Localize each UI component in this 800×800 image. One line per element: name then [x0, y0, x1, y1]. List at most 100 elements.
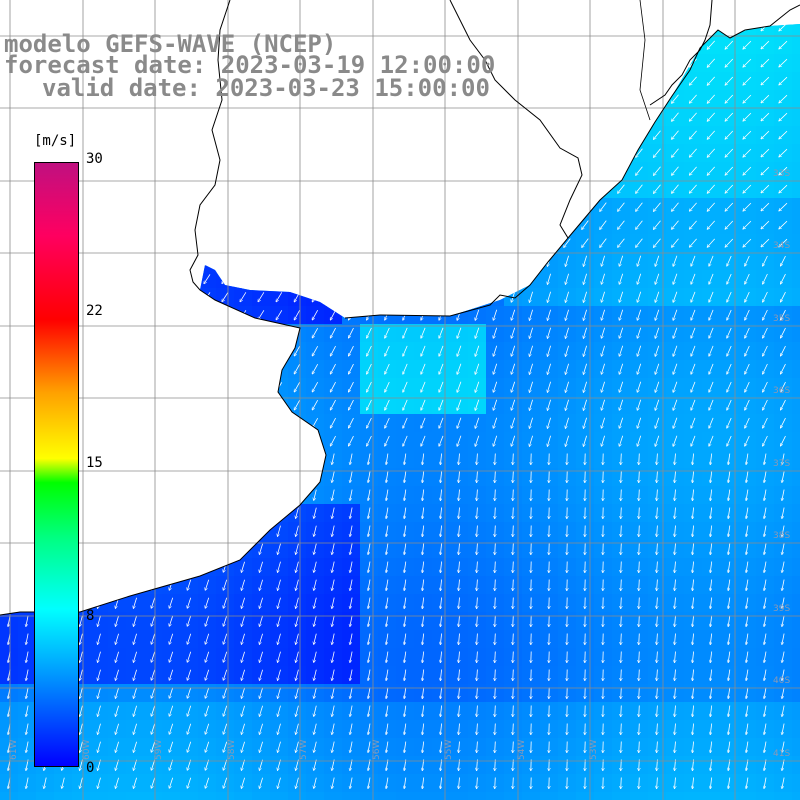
wind-arrow — [564, 220, 571, 230]
wind-arrow — [23, 112, 32, 121]
wind-arrow — [564, 130, 571, 140]
wind-arrow — [80, 489, 83, 501]
wind-arrow — [95, 6, 104, 13]
wind-cell — [54, 108, 73, 127]
wind-cell — [594, 90, 613, 109]
wind-arrow — [151, 453, 156, 464]
wind-arrow — [365, 184, 374, 193]
wind-cell — [432, 162, 451, 181]
wind-cell — [216, 504, 235, 523]
wind-arrow — [275, 6, 284, 13]
wind-cell — [18, 0, 37, 19]
wind-cell — [270, 180, 289, 199]
wind-cell — [90, 558, 109, 577]
wind-arrow — [77, 131, 86, 139]
wind-arrow — [26, 489, 29, 501]
wind-cell — [270, 198, 289, 217]
wind-cell — [162, 324, 181, 343]
wind-cell — [486, 108, 505, 127]
wind-cell — [216, 234, 235, 253]
wind-arrow — [258, 436, 265, 445]
wind-arrow — [672, 58, 679, 67]
wind-arrow — [582, 184, 589, 194]
wind-cell — [522, 180, 541, 199]
inland-border — [639, 0, 651, 121]
wind-cell — [414, 126, 433, 145]
wind-arrow — [205, 489, 210, 500]
wind-arrow — [168, 292, 175, 301]
wind-arrow — [25, 417, 30, 428]
wind-arrow — [600, 24, 607, 32]
wind-cell — [252, 198, 271, 217]
wind-cell — [0, 792, 19, 800]
wind-arrow — [510, 5, 517, 14]
wind-cell — [162, 486, 181, 505]
wind-cell — [198, 342, 217, 361]
wind-arrow — [26, 543, 29, 555]
wind-cell — [126, 162, 145, 181]
wind-cell — [558, 144, 577, 163]
wind-cell — [180, 144, 199, 163]
wind-arrow — [474, 148, 481, 158]
wind-arrow — [330, 291, 336, 302]
wind-cell — [126, 360, 145, 379]
wind-arrow — [222, 346, 229, 355]
wind-cell — [630, 792, 649, 800]
wind-arrow — [132, 274, 139, 283]
wind-arrow — [149, 113, 158, 121]
wind-cell — [252, 342, 271, 361]
wind-arrow — [132, 382, 139, 391]
wind-arrow — [439, 273, 444, 284]
wind-arrow — [204, 310, 211, 319]
wind-arrow — [240, 328, 247, 337]
latitude-label: 35S — [773, 314, 790, 324]
wind-cell — [306, 270, 325, 289]
wind-cell — [0, 216, 19, 235]
wind-cell — [306, 108, 325, 127]
wind-arrow — [600, 76, 607, 86]
wind-cell — [522, 36, 541, 55]
wind-cell — [504, 54, 523, 73]
wind-arrow — [185, 167, 194, 175]
wind-cell — [0, 108, 19, 127]
wind-cell — [90, 792, 109, 800]
wind-cell — [144, 486, 163, 505]
wind-cell — [144, 558, 163, 577]
wind-arrow — [383, 202, 392, 211]
wind-arrow — [133, 489, 137, 501]
wind-cell — [648, 54, 667, 73]
wind-arrow — [59, 5, 67, 12]
wind-cell — [612, 36, 631, 55]
wind-arrow — [421, 273, 426, 284]
wind-arrow — [96, 400, 103, 409]
wind-cell — [72, 0, 91, 19]
wind-arrow — [5, 238, 14, 247]
wind-cell — [774, 792, 793, 800]
wind-arrow — [186, 418, 193, 427]
wind-arrow — [203, 203, 212, 211]
wind-cell — [126, 522, 145, 541]
wind-cell — [126, 180, 145, 199]
latitude-label: 34S — [773, 241, 790, 251]
wind-arrow — [600, 94, 607, 104]
wind-cell — [162, 198, 181, 217]
wind-cell — [450, 24, 469, 37]
wind-arrow — [528, 148, 535, 158]
wind-cell — [144, 0, 163, 19]
wind-arrow — [258, 400, 265, 409]
wind-arrow — [437, 184, 445, 193]
wind-arrow — [77, 149, 86, 157]
wind-arrow — [41, 113, 50, 120]
wind-arrow — [689, 40, 697, 49]
wind-cell — [90, 414, 109, 433]
wind-arrow — [169, 561, 174, 572]
wind-cell — [522, 234, 541, 253]
wind-arrow — [131, 6, 140, 13]
wind-cell — [342, 162, 361, 181]
wind-cell — [486, 288, 505, 307]
wind-arrow — [689, 24, 697, 31]
wind-cell — [234, 414, 253, 433]
wind-arrow — [600, 40, 607, 50]
wind-cell — [792, 756, 800, 775]
